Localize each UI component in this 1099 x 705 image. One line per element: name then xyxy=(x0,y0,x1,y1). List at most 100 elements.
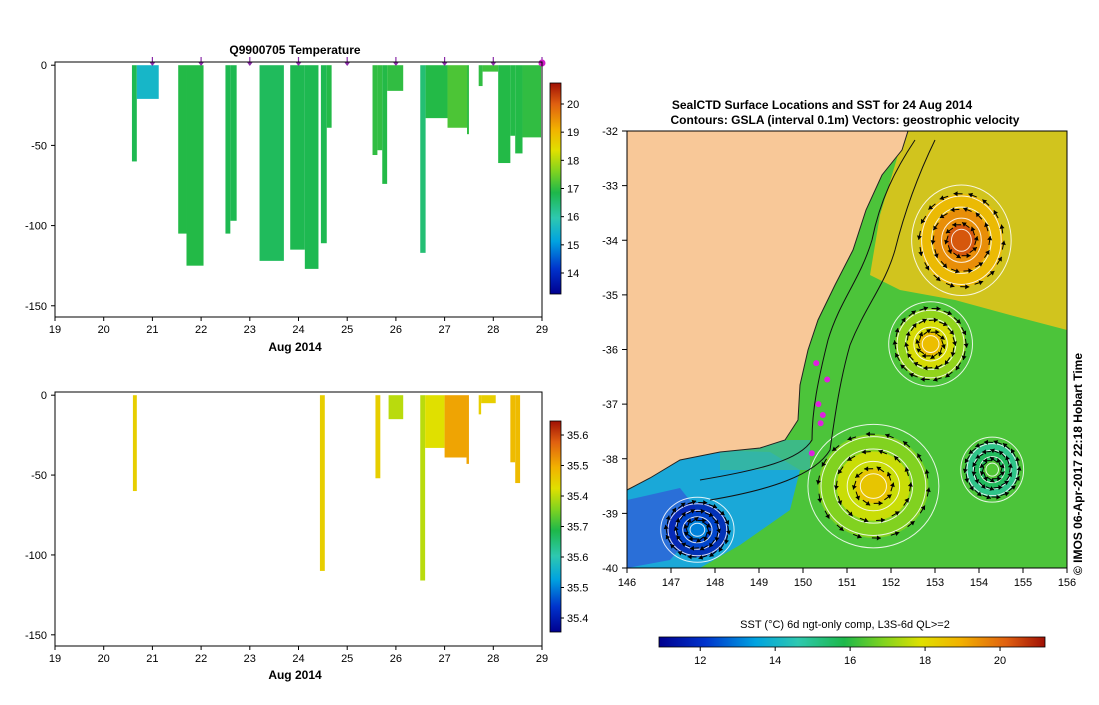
x-tick-label: 24 xyxy=(292,653,304,665)
temperature-colorbar xyxy=(550,83,561,294)
y-tick-label: -50 xyxy=(31,470,47,482)
y-tick-label: -100 xyxy=(25,221,47,233)
map-x-tick-label: 150 xyxy=(794,577,812,589)
map-x-tick-label: 154 xyxy=(970,577,988,589)
colorbar-tick-label: 35.5 xyxy=(567,461,588,473)
colorbar-tick-label: 19 xyxy=(567,127,579,139)
colorbar-tick-label: 35.6 xyxy=(567,552,588,564)
profile-bar xyxy=(305,65,319,269)
x-tick-label: 29 xyxy=(536,324,548,336)
profile-bar xyxy=(132,65,137,161)
map-y-tick-label: -40 xyxy=(602,563,618,575)
salinity-colorbar-ticks: 35.635.535.435.735.635.535.4 xyxy=(561,430,588,625)
salinity-profiles xyxy=(133,395,520,580)
profile-bar xyxy=(420,65,425,253)
sst-colorbar-tick-label: 20 xyxy=(994,655,1006,667)
x-tick-label: 27 xyxy=(438,653,450,665)
profile-bar xyxy=(426,65,448,118)
profile-bar xyxy=(445,395,467,457)
map-x-tick-label: 151 xyxy=(838,577,856,589)
profile-bar xyxy=(389,395,404,419)
x-tick-label: 25 xyxy=(341,653,353,665)
profile-bar xyxy=(420,395,425,580)
map-y-tick-label: -39 xyxy=(602,508,618,520)
temperature-title: Q9900705 Temperature xyxy=(229,43,361,57)
profile-bar xyxy=(373,65,378,155)
colorbar-tick-label: 14 xyxy=(567,268,579,280)
colorbar-tick-label: 35.6 xyxy=(567,430,588,442)
profile-bar xyxy=(448,65,467,128)
seal-location xyxy=(824,377,830,383)
map-x-tick-label: 149 xyxy=(750,577,768,589)
seal-location xyxy=(809,450,815,456)
seal-location xyxy=(818,420,824,426)
sst-colorbar-tick-label: 16 xyxy=(844,655,856,667)
y-tick-label: 0 xyxy=(41,60,47,72)
profile-bar xyxy=(178,65,186,233)
map-section: SealCTD Surface Locations and SST for 24… xyxy=(602,98,1085,667)
colorbar-tick-label: 35.7 xyxy=(567,522,588,534)
map-y-tick-label: -36 xyxy=(602,345,618,357)
seal-location xyxy=(813,360,819,366)
x-tick-label: 28 xyxy=(487,324,499,336)
colorbar-tick-label: 15 xyxy=(567,240,579,252)
map-x-tick-label: 146 xyxy=(618,577,636,589)
x-tick-label: 21 xyxy=(146,653,158,665)
x-tick-label: 26 xyxy=(390,324,402,336)
profile-bar xyxy=(515,65,522,153)
map-x-tick-label: 152 xyxy=(882,577,900,589)
profile-bar xyxy=(382,65,387,184)
profile-bar xyxy=(467,395,469,464)
profile-bar xyxy=(510,65,515,136)
seal-location xyxy=(820,412,826,418)
colorbar-tick-label: 18 xyxy=(567,155,579,167)
map-x-tick-label: 148 xyxy=(706,577,724,589)
x-tick-label: 22 xyxy=(195,653,207,665)
salinity-colorbar xyxy=(550,421,561,632)
profile-bar xyxy=(479,395,481,414)
colorbar-tick-label: 35.4 xyxy=(567,613,588,625)
profile-bar xyxy=(523,65,542,137)
salinity-y-axis: 0-50-100-150 xyxy=(25,390,55,642)
profile-bar xyxy=(225,65,230,233)
sst-colorbar-tick-label: 12 xyxy=(694,655,706,667)
y-tick-label: -100 xyxy=(25,550,47,562)
profile-bar xyxy=(137,65,159,99)
x-tick-label: 28 xyxy=(487,653,499,665)
map-y-tick-label: -34 xyxy=(602,235,618,247)
profile-bar xyxy=(321,65,327,243)
sst-colorbar-tick-label: 18 xyxy=(919,655,931,667)
profile-bar xyxy=(327,65,332,128)
profile-bar xyxy=(387,65,403,91)
profile-bar xyxy=(290,65,305,249)
temperature-y-axis: 0-50-100-150 xyxy=(25,60,55,313)
profile-bar xyxy=(260,65,284,261)
profile-marker-head xyxy=(247,62,253,66)
profile-bar xyxy=(510,395,515,462)
x-tick-label: 21 xyxy=(146,324,158,336)
map-y-axis: -32-33-34-35-36-37-38-39-40 xyxy=(602,126,627,575)
colorbar-tick-label: 20 xyxy=(567,99,579,111)
map-x-tick-label: 155 xyxy=(1014,577,1032,589)
profile-bar xyxy=(483,65,499,71)
x-tick-label: 23 xyxy=(244,324,256,336)
profile-bar xyxy=(375,395,380,478)
x-tick-label: 22 xyxy=(195,324,207,336)
map-plot-area xyxy=(627,131,1067,568)
y-tick-label: -150 xyxy=(25,301,47,313)
x-tick-label: 19 xyxy=(49,324,61,336)
profile-bar xyxy=(481,395,496,403)
profile-bar xyxy=(230,65,236,221)
sst-colorbar xyxy=(659,637,1045,647)
map-title: SealCTD Surface Locations and SST for 24… xyxy=(672,98,973,112)
colorbar-tick-label: 35.5 xyxy=(567,583,588,595)
sst-colorbar-label: SST (°C) 6d ngt-only comp, L3S-6d QL>=2 xyxy=(740,619,950,631)
colorbar-tick-label: 16 xyxy=(567,212,579,224)
seal-location xyxy=(815,401,821,407)
profile-bar xyxy=(186,65,203,265)
map-y-tick-label: -35 xyxy=(602,290,618,302)
